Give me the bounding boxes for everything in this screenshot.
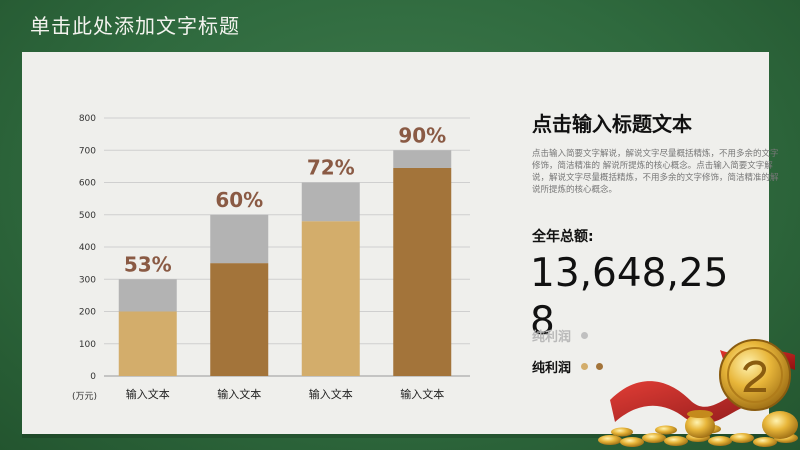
total-label: 全年总额: [532, 229, 594, 245]
legend-item-1-label: 纯利润 [532, 329, 572, 345]
panel-shadow [22, 434, 769, 438]
y-tick-label: 300 [79, 275, 96, 285]
bar-segment-remainder [301, 182, 360, 222]
total-value: 13,648,258 [530, 251, 729, 344]
x-category-label: 输入文本 [217, 387, 261, 401]
gold-coins-illustration [598, 339, 798, 447]
bar-segment-main [301, 221, 360, 376]
x-category-label: 输入文本 [400, 387, 444, 401]
side-title: 点击输入标题文本 [532, 112, 692, 136]
y-tick-label: 100 [79, 340, 96, 350]
bar-segment-remainder [210, 214, 269, 264]
y-tick-label: 0 [90, 372, 96, 382]
unit-label: (万元) [72, 392, 97, 402]
bar-data-label: 72% [307, 156, 355, 180]
legend-dot-icon [581, 331, 589, 339]
bar-segment-main [210, 263, 269, 376]
legend-item-1: 纯利润 [532, 327, 589, 345]
bar-segment-main [118, 311, 177, 376]
y-tick-label: 600 [79, 179, 96, 189]
legend-dot-icon [581, 362, 589, 370]
bar-data-label: 53% [124, 252, 172, 276]
x-category-label: 输入文本 [309, 387, 353, 401]
y-tick-label: 200 [79, 308, 96, 318]
x-category-label: 输入文本 [126, 387, 170, 401]
side-description: 点击输入简要文字解说，解说文字尽量概括精炼，不用多余的文字修饰，简洁精准的 解说… [532, 149, 779, 195]
chart-labels: 0 100 200 300 400 500 600 700 800 (万元) 53% 输入文本 60% 输… [72, 114, 446, 402]
legend-dot-icon [596, 362, 604, 370]
y-tick-label: 800 [79, 114, 96, 124]
y-tick-label: 500 [79, 211, 96, 221]
bar-segment-remainder [118, 279, 177, 312]
bar-segment-main [393, 167, 452, 376]
bar-segment-remainder [393, 150, 452, 168]
y-tick-label: 400 [79, 243, 96, 253]
legend-item-2: 纯利润 [532, 358, 604, 376]
slide-title: 单击此处添加文字标题 [30, 14, 240, 38]
bar-data-label: 90% [398, 123, 446, 147]
y-tick-label: 700 [79, 146, 96, 156]
legend-item-2-label: 纯利润 [532, 360, 572, 376]
bar-data-label: 60% [215, 188, 263, 212]
chart-bars [118, 150, 452, 376]
